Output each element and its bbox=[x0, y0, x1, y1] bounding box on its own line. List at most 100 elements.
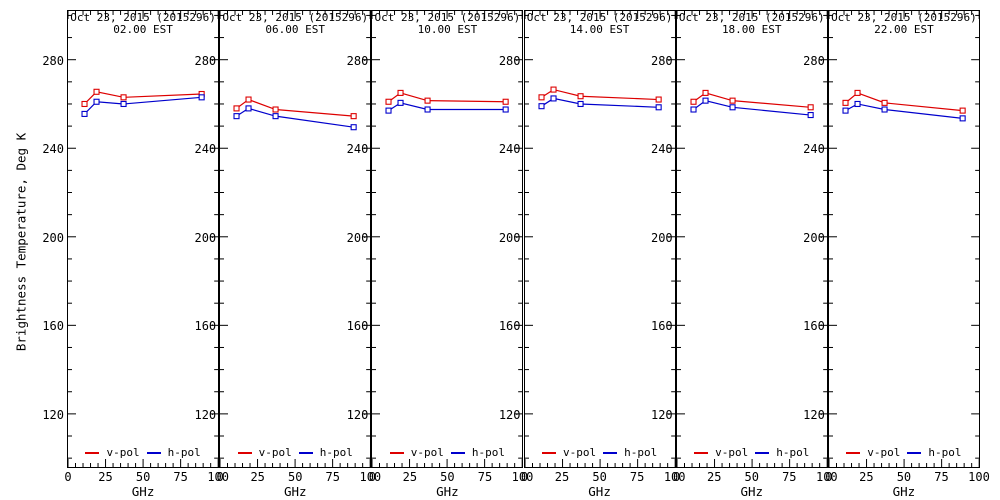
panel-subtitle: 22.00 EST bbox=[874, 23, 934, 36]
y-tick-label: 120 bbox=[803, 407, 825, 422]
panel-title-block: Oct 23, 2015 (2015296) 18.00 EST bbox=[677, 12, 827, 36]
h-pol-legend-line bbox=[755, 451, 770, 454]
h-pol-marker bbox=[537, 103, 545, 110]
axis-ticks bbox=[371, 11, 523, 467]
y-tick-label: 280 bbox=[42, 53, 64, 68]
h-pol-legend-label: h-pol bbox=[624, 446, 658, 459]
y-tick-label: 160 bbox=[498, 319, 521, 334]
h-pol-legend-line bbox=[907, 451, 922, 454]
v-pol-marker bbox=[537, 94, 545, 101]
y-tick-label: 240 bbox=[650, 142, 673, 157]
v-pol-line bbox=[236, 98, 354, 117]
x-tick-label: 0 bbox=[64, 470, 72, 484]
v-pol-marker bbox=[577, 93, 584, 100]
h-pol-marker bbox=[549, 95, 557, 102]
y-tick-label: 240 bbox=[803, 142, 825, 157]
x-tick-label: 75 bbox=[325, 470, 340, 484]
y-tick-label: 240 bbox=[42, 142, 64, 157]
x-axis-title: GHz bbox=[892, 484, 916, 499]
y-tick-label: 120 bbox=[346, 407, 369, 422]
h-pol-line bbox=[84, 96, 202, 115]
v-pol-marker bbox=[702, 89, 709, 96]
h-pol-marker bbox=[959, 115, 966, 122]
v-pol-legend-line bbox=[541, 451, 556, 454]
v-pol-marker bbox=[397, 89, 404, 96]
plot-area bbox=[524, 11, 676, 467]
h-pol-marker bbox=[233, 113, 240, 120]
y-tick-label: 160 bbox=[194, 319, 217, 334]
v-pol-legend-line bbox=[85, 451, 100, 454]
panel-title: Oct 23, 2015 (2015296) bbox=[70, 11, 216, 24]
axis-ticks bbox=[219, 11, 371, 467]
chart-panel: Oct 23, 2015 (2015296) 14.00 EST 120 160 200… bbox=[499, 10, 686, 498]
y-tick-label: 200 bbox=[803, 230, 825, 245]
panel-title: Oct 23, 2015 (2015296) bbox=[526, 11, 673, 24]
h-pol-marker bbox=[385, 107, 392, 114]
x-tick-label: 25 bbox=[98, 470, 113, 484]
v-pol-marker bbox=[245, 96, 252, 103]
x-tick-label: 75 bbox=[477, 470, 493, 484]
x-tick-label: 75 bbox=[934, 470, 949, 484]
h-pol-legend-label: h-pol bbox=[319, 446, 353, 459]
v-pol-line bbox=[844, 92, 963, 112]
v-pol-marker bbox=[350, 113, 357, 120]
v-pol-marker bbox=[385, 98, 392, 105]
legend: v-pol h-pol bbox=[829, 447, 979, 458]
v-pol-legend-label: v-pol bbox=[258, 446, 292, 459]
y-tick-label: 200 bbox=[346, 230, 369, 245]
v-pol-legend-label: v-pol bbox=[867, 446, 901, 459]
legend: v-pol h-pol bbox=[525, 447, 675, 458]
y-tick-label: 120 bbox=[650, 407, 673, 422]
v-pol-marker bbox=[502, 98, 510, 105]
panel-subtitle: 14.00 EST bbox=[569, 23, 630, 36]
h-pol-marker bbox=[245, 105, 252, 112]
v-pol-marker bbox=[93, 88, 100, 95]
v-pol-marker bbox=[272, 106, 279, 113]
axis-ticks bbox=[676, 11, 828, 467]
h-pol-marker bbox=[272, 113, 279, 120]
axis-ticks bbox=[67, 11, 219, 467]
x-tick-label: 0 bbox=[520, 470, 529, 484]
v-pol-legend-line bbox=[237, 451, 252, 454]
y-tick-label: 280 bbox=[498, 53, 521, 68]
v-pol-marker bbox=[424, 97, 431, 104]
x-tick-label: 25 bbox=[706, 470, 722, 484]
plot-area bbox=[219, 11, 371, 467]
v-pol-line bbox=[540, 88, 659, 101]
x-tick-label: 75 bbox=[782, 470, 797, 484]
plot-area bbox=[676, 11, 828, 467]
h-pol-marker bbox=[81, 110, 88, 117]
x-axis-title: GHz bbox=[740, 484, 764, 499]
h-pol-line bbox=[692, 100, 811, 116]
x-tick-label: 25 bbox=[859, 470, 874, 484]
axis-ticks bbox=[524, 11, 676, 467]
y-tick-label: 160 bbox=[803, 319, 825, 334]
v-pol-marker bbox=[690, 98, 697, 105]
h-pol-marker bbox=[842, 107, 849, 114]
h-pol-legend-line bbox=[603, 451, 618, 454]
v-pol-line bbox=[388, 92, 506, 103]
panel-title: Oct 23, 2015 (2015296) bbox=[831, 11, 977, 24]
panel-subtitle: 06.00 EST bbox=[265, 23, 326, 36]
panel-subtitle: 18.00 EST bbox=[721, 23, 782, 36]
h-pol-marker bbox=[424, 106, 431, 113]
x-tick-label: 0 bbox=[673, 470, 681, 484]
v-pol-legend-label: v-pol bbox=[410, 446, 444, 459]
panel-title-block: Oct 23, 2015 (2015296) 22.00 EST bbox=[829, 12, 979, 36]
panel-subtitle: 02.00 EST bbox=[113, 23, 173, 36]
x-tick-label: 100 bbox=[359, 470, 382, 484]
h-pol-legend-line bbox=[450, 451, 465, 454]
y-tick-label: 280 bbox=[650, 53, 673, 68]
h-pol-legend-line bbox=[146, 451, 161, 454]
h-pol-marker bbox=[807, 111, 814, 119]
panel-subtitle: 10.00 EST bbox=[417, 23, 478, 36]
chart-panel: Oct 23, 2015 (2015296) 02.00 EST 120 160 200… bbox=[42, 10, 229, 498]
h-pol-legend-label: h-pol bbox=[167, 446, 201, 459]
h-pol-marker bbox=[350, 124, 357, 131]
v-pol-marker bbox=[842, 99, 849, 106]
h-pol-line bbox=[540, 97, 659, 108]
x-tick-label: 50 bbox=[896, 470, 912, 484]
y-tick-label: 240 bbox=[346, 142, 369, 157]
x-tick-label: 0 bbox=[368, 470, 376, 484]
